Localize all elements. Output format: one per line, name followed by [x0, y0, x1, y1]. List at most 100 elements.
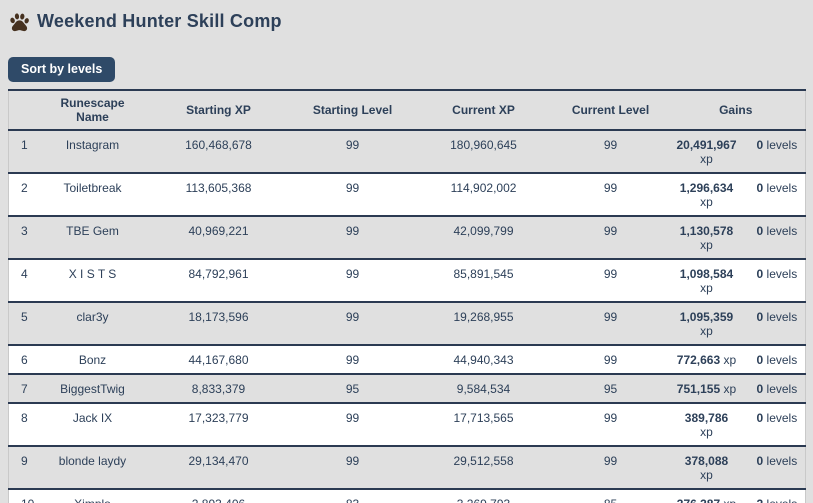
current-level-cell: 99 [603, 181, 618, 195]
gains-content: 772,663 xp 0 levels [671, 353, 804, 367]
rank-cell: 2 [21, 181, 28, 195]
gains-xp-unit: xp [700, 281, 713, 295]
starting-xp-cell: 2,893,406 [145, 489, 293, 503]
current-level-cell: 99 [603, 353, 618, 367]
rank-cell: 5 [21, 310, 28, 324]
current-level-cell: 99 [603, 138, 618, 152]
name-cell: blonde laydy [58, 454, 127, 468]
gains-xp: 20,491,967 xp [671, 138, 743, 166]
gains-levels-unit: levels [766, 181, 798, 195]
current-xp-cell: 19,268,955 [453, 310, 514, 324]
starting-level-cell: 99 [345, 267, 360, 281]
starting-xp-cell: 84,792,961 [188, 267, 249, 281]
gains-cell: 1,296,634 xp 0 levels [667, 173, 806, 216]
current-xp-cell: 17,713,565 [453, 411, 514, 425]
page-header: Weekend Hunter Skill Comp [9, 11, 813, 32]
gains-xp-value: 1,130,578 [679, 224, 734, 238]
gains-levels: 0 levels [757, 353, 798, 367]
starting-level-cell: 99 [345, 454, 360, 468]
current-level-cell: 99 [603, 411, 618, 425]
current-xp-cell: 3,269,793 [413, 489, 555, 503]
starting-xp-cell: 8,833,379 [191, 382, 246, 396]
current-xp-cell: 180,960,645 [450, 138, 517, 152]
table-row: 3 TBE Gem 40,969,221 99 42,099,799 99 1,… [8, 216, 806, 259]
column-header-current-xp: Current XP [412, 89, 555, 131]
gains-levels: 0 levels [757, 310, 798, 324]
gains-content: 1,098,584 xp 0 levels [671, 267, 804, 295]
current-xp-cell: 9,584,534 [456, 382, 511, 396]
page-title: Weekend Hunter Skill Comp [37, 11, 282, 31]
gains-xp-value: 1,098,584 [679, 267, 734, 281]
gains-levels: 0 levels [757, 411, 798, 425]
table-row: 4 X I S T S 84,792,961 99 85,891,545 99 … [8, 259, 806, 302]
starting-level-cell: 99 [345, 224, 360, 238]
table-body: 1 Instagram 160,468,678 99 180,960,645 9… [8, 130, 806, 503]
starting-xp-cell: 113,605,368 [185, 181, 252, 195]
paw-icon [10, 12, 29, 31]
name-cell: X I S T S [68, 267, 117, 281]
table-row: 7 BiggestTwig 8,833,379 95 9,584,534 95 … [8, 374, 806, 403]
gains-xp-unit: xp [723, 382, 737, 396]
gains-xp-value: 772,663 [676, 353, 721, 367]
gains-xp-unit: xp [700, 152, 713, 166]
gains-levels-value: 0 [756, 224, 764, 238]
starting-xp-cell: 44,167,680 [188, 353, 249, 367]
current-xp-cell: 85,891,545 [453, 267, 514, 281]
name-cell: Toiletbreak [63, 181, 122, 195]
current-level-cell: 99 [603, 267, 618, 281]
gains-xp-value: 1,296,634 [679, 181, 734, 195]
gains-xp-unit: xp [700, 195, 713, 209]
gains-levels-unit: levels [767, 497, 798, 503]
gains-levels-unit: levels [766, 353, 798, 367]
gains-xp-unit: xp [700, 324, 713, 338]
gains-content: 1,095,359 xp 0 levels [671, 310, 804, 338]
gains-levels-unit: levels [766, 411, 798, 425]
gains-levels: 0 levels [757, 454, 798, 468]
table-row: 6 Bonz 44,167,680 99 44,940,343 99 772,6… [8, 345, 806, 374]
gains-cell: 1,130,578 xp 0 levels [667, 216, 806, 259]
gains-levels-value: 0 [756, 267, 764, 281]
gains-xp: 376,387 xp [671, 497, 743, 503]
gains-cell: 751,155 xp 0 levels [667, 374, 806, 403]
gains-xp: 1,296,634 xp [671, 181, 743, 209]
column-header-rank [8, 89, 41, 131]
gains-xp-value: 389,786 [684, 411, 729, 425]
column-header-current-level: Current Level [554, 89, 667, 131]
gains-xp: 378,088 xp [671, 454, 743, 482]
table-row: 10 Ximplo 2,893,406 83 3,269,793 85 376,… [8, 489, 806, 503]
gains-content: 1,296,634 xp 0 levels [671, 181, 804, 209]
gains-xp: 1,095,359 xp [671, 310, 743, 338]
gains-xp: 1,098,584 xp [671, 267, 743, 295]
gains-cell: 389,786 xp 0 levels [667, 403, 806, 446]
starting-level-cell: 99 [345, 411, 360, 425]
current-level-cell: 99 [603, 310, 618, 324]
gains-cell: 772,663 xp 0 levels [667, 345, 806, 374]
gains-cell: 376,387 xp 2 levels [667, 489, 806, 503]
gains-content: 20,491,967 xp 0 levels [671, 138, 804, 166]
table-header: Runescape Name Starting XP Starting Leve… [8, 89, 806, 131]
name-cell: Instagram [65, 138, 120, 152]
gains-levels-value: 0 [756, 411, 764, 425]
gains-levels-unit: levels [766, 310, 798, 324]
starting-level-cell: 99 [345, 138, 360, 152]
gains-levels: 0 levels [757, 138, 798, 152]
leaderboard-table: Runescape Name Starting XP Starting Leve… [8, 89, 806, 503]
rank-cell: 3 [21, 224, 28, 238]
gains-xp-value: 378,088 [684, 454, 729, 468]
rank-cell: 4 [21, 267, 28, 281]
gains-levels-value: 2 [757, 497, 764, 503]
current-level-cell: 99 [603, 224, 618, 238]
gains-xp-unit: xp [724, 497, 737, 503]
gains-levels-value: 0 [756, 382, 764, 396]
gains-xp-value: 1,095,359 [679, 310, 734, 324]
sort-by-levels-button[interactable]: Sort by levels [8, 57, 116, 82]
table-row: 8 Jack IX 17,323,779 99 17,713,565 99 38… [8, 403, 806, 446]
current-level-cell: 95 [603, 382, 618, 396]
starting-xp-cell: 40,969,221 [188, 224, 249, 238]
gains-content: 389,786 xp 0 levels [671, 411, 804, 439]
table-row: 2 Toiletbreak 113,605,368 99 114,902,002… [8, 173, 806, 216]
gains-xp: 772,663 xp [671, 353, 743, 367]
name-cell: Jack IX [72, 411, 113, 425]
starting-xp-cell: 17,323,779 [188, 411, 249, 425]
rank-cell: 10 [9, 489, 41, 503]
